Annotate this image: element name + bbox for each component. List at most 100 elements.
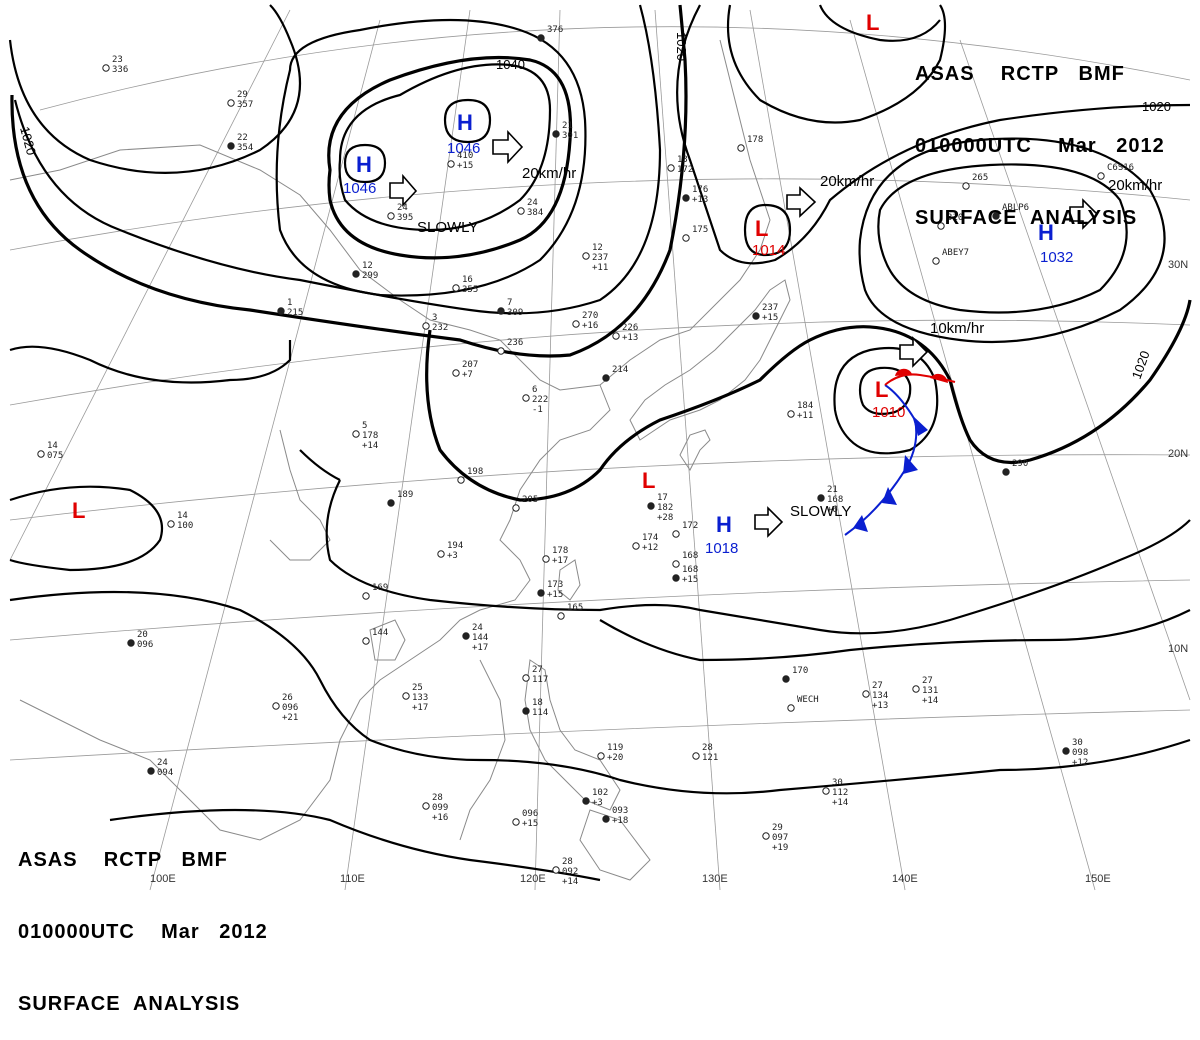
station-value: 215	[287, 308, 303, 318]
station-plot: 205	[512, 495, 538, 512]
station-circle	[937, 222, 945, 230]
high-2-symbol: H	[356, 152, 372, 177]
station-circle	[582, 252, 590, 260]
station-value: +14	[362, 441, 378, 451]
station-value: 12	[592, 243, 603, 253]
station-value: 114	[532, 708, 548, 718]
station-circle	[667, 164, 675, 172]
station-value: +14	[922, 696, 938, 706]
station-value: 354	[237, 143, 253, 153]
station-plot: 184+11	[787, 401, 813, 421]
svg-text:100E: 100E	[150, 873, 176, 885]
station-circle	[552, 866, 560, 874]
header-line-1: ASAS RCTP BMF	[915, 63, 1125, 85]
station-plot: 265	[962, 173, 988, 190]
station-value: +11	[797, 411, 813, 421]
station-circle	[752, 312, 760, 320]
station-plot: 226+13	[612, 323, 638, 343]
high-1-motion: 20km/hr	[522, 165, 576, 182]
station-value: 100	[177, 521, 193, 531]
station-value: 096	[522, 809, 538, 819]
station-value: 121	[702, 753, 718, 763]
station-circle	[647, 502, 655, 510]
station-value: +14	[562, 877, 578, 887]
station-circle	[452, 284, 460, 292]
svg-text:30N: 30N	[1168, 259, 1188, 271]
station-value: +12	[642, 543, 658, 553]
station-circle	[672, 530, 680, 538]
station-value: +15	[682, 575, 698, 585]
station-value: 24	[527, 198, 538, 208]
station-value: 21	[827, 485, 838, 495]
station-circle	[167, 520, 175, 528]
high-2-motion: SLOWLY	[417, 219, 478, 236]
svg-text:140E: 140E	[892, 873, 918, 885]
station-value: 194	[447, 541, 463, 551]
station-circle	[602, 374, 610, 382]
station-value: 29	[772, 823, 783, 833]
station-value: 133	[412, 693, 428, 703]
station-value: 265	[972, 173, 988, 183]
chart-header: ASAS RCTP BMF 010000UTC Mar 2012 SURFACE…	[915, 14, 1165, 254]
pressure-systems: H 1046 20km/hr H 1046 SLOWLY L 1014 20km…	[72, 10, 1162, 557]
station-circle	[552, 130, 560, 138]
station-circle	[992, 212, 1000, 220]
station-value: +15	[547, 590, 563, 600]
station-value: 237	[592, 253, 608, 263]
station-value: 22	[237, 133, 248, 143]
station-circle	[387, 212, 395, 220]
footer-line-2: 010000UTC Mar 2012	[18, 921, 268, 943]
station-circle	[537, 34, 545, 42]
station-circle	[522, 707, 530, 715]
station-plot: 170	[782, 666, 808, 683]
isobar-labels: 1040 1020 1020 1020 1020	[17, 32, 1171, 381]
station-value: +28	[657, 513, 673, 523]
station-value: +18	[612, 816, 628, 826]
station-value: +3	[592, 798, 603, 808]
station-circle	[782, 675, 790, 683]
station-circle	[822, 787, 830, 795]
station-value: 18	[532, 698, 543, 708]
station-plot: C6S16	[1097, 163, 1134, 180]
station-value: +12	[1072, 758, 1088, 768]
station-plot: ABLP6	[992, 203, 1029, 220]
station-value: +17	[472, 643, 488, 653]
station-value: 28	[562, 857, 573, 867]
station-circle	[557, 612, 565, 620]
station-circle	[682, 194, 690, 202]
station-circle	[962, 182, 970, 190]
station-circle	[787, 410, 795, 418]
station-value: +7	[462, 370, 473, 380]
station-value: 165	[567, 603, 583, 613]
station-circle	[692, 752, 700, 760]
station-plot: 214	[602, 365, 628, 382]
station-value: +17	[552, 556, 568, 566]
station-value: 24	[472, 623, 483, 633]
station-plot: 270+16	[572, 311, 598, 331]
header-line-2: 010000UTC Mar 2012	[915, 135, 1165, 157]
station-value: +14	[832, 798, 848, 808]
station-value: 23	[112, 55, 123, 65]
station-value: 290	[1012, 459, 1028, 469]
station-value: 24	[157, 758, 168, 768]
station-circle	[37, 450, 45, 458]
station-value: 21	[562, 121, 573, 131]
station-value: 28	[432, 793, 443, 803]
station-circle	[682, 234, 690, 242]
high-2-pressure: 1046	[343, 180, 376, 197]
station-value: 395	[397, 213, 413, 223]
station-circle	[787, 704, 795, 712]
station-circle	[352, 430, 360, 438]
station-value: 172	[682, 521, 698, 531]
station-plot: 237+15	[752, 303, 778, 323]
low-1-motion: 20km/hr	[820, 173, 874, 190]
